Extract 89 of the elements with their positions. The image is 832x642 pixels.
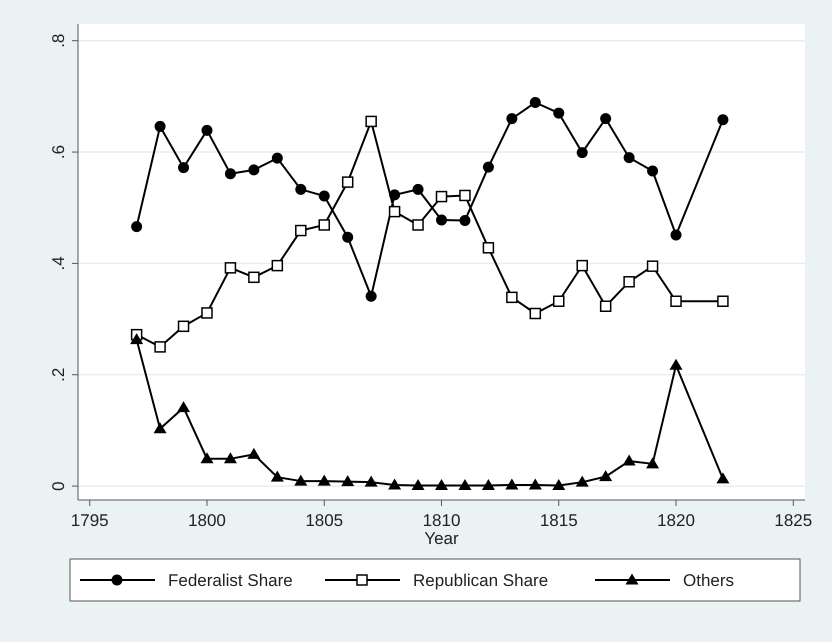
point [272,152,283,164]
point [364,476,378,487]
y-tick-label: .8 [49,34,68,48]
point [553,108,564,119]
point [482,479,495,490]
point [412,479,425,490]
point [131,221,142,232]
point [576,147,588,158]
x-tick-label: 1815 [540,511,578,530]
point [247,448,260,459]
point [717,114,728,126]
point [482,242,494,254]
y-tick-label: .4 [49,256,68,270]
point [295,184,306,195]
point [154,341,166,353]
x-tick-label: 1805 [305,511,344,530]
point [388,206,400,218]
point [248,272,260,284]
point [224,452,237,464]
point [459,215,470,226]
point [482,162,494,173]
x-tick-label: 1825 [774,511,812,530]
point [505,478,518,490]
point [576,260,588,272]
x-tick-label: 1800 [188,511,226,530]
point [670,296,682,307]
point [342,176,354,188]
point [366,290,377,302]
point [341,475,354,486]
point [388,478,402,490]
point [130,333,144,344]
point [459,190,471,202]
point [506,113,518,124]
point [435,479,448,490]
y-tick-label: .2 [49,368,68,382]
point [178,320,190,332]
point [623,276,635,288]
point [647,165,658,176]
point [178,162,190,174]
x-tick-label: 1810 [422,511,460,530]
point [599,470,612,482]
point [553,296,565,307]
point [530,308,542,320]
x-axis-title: Year [424,529,460,548]
point [154,422,167,434]
point [646,457,660,468]
point [201,307,213,319]
point [670,358,683,370]
point [600,113,612,124]
point [201,124,212,136]
legend-label: Federalist Share [168,571,293,590]
point [200,452,214,464]
point [412,219,424,231]
point [224,168,236,180]
point [272,260,284,272]
point [436,214,447,226]
legend-label: Republican Share [413,571,548,590]
legend-label: Others [683,571,734,590]
y-tick-label: 0 [49,481,68,491]
y-tick-label: .6 [49,144,68,160]
point [622,454,636,466]
point [318,190,330,202]
point [365,116,377,128]
point [530,97,541,108]
point [224,262,236,274]
point [318,474,331,486]
point [600,300,612,312]
point [528,478,542,490]
point [177,401,190,412]
point [412,184,424,195]
point [154,120,166,132]
point [716,472,730,484]
point [295,224,307,236]
point [646,260,658,272]
point [294,474,308,486]
point [506,292,518,304]
point [458,479,472,490]
point [552,479,566,490]
point [670,230,682,240]
point [717,296,729,307]
x-tick-label: 1820 [657,511,695,530]
point [624,152,635,164]
point [270,470,284,482]
point [342,232,354,243]
point [248,164,260,176]
point [436,190,448,202]
point [576,476,589,487]
point [318,219,330,231]
x-tick-label: 1795 [70,511,109,530]
